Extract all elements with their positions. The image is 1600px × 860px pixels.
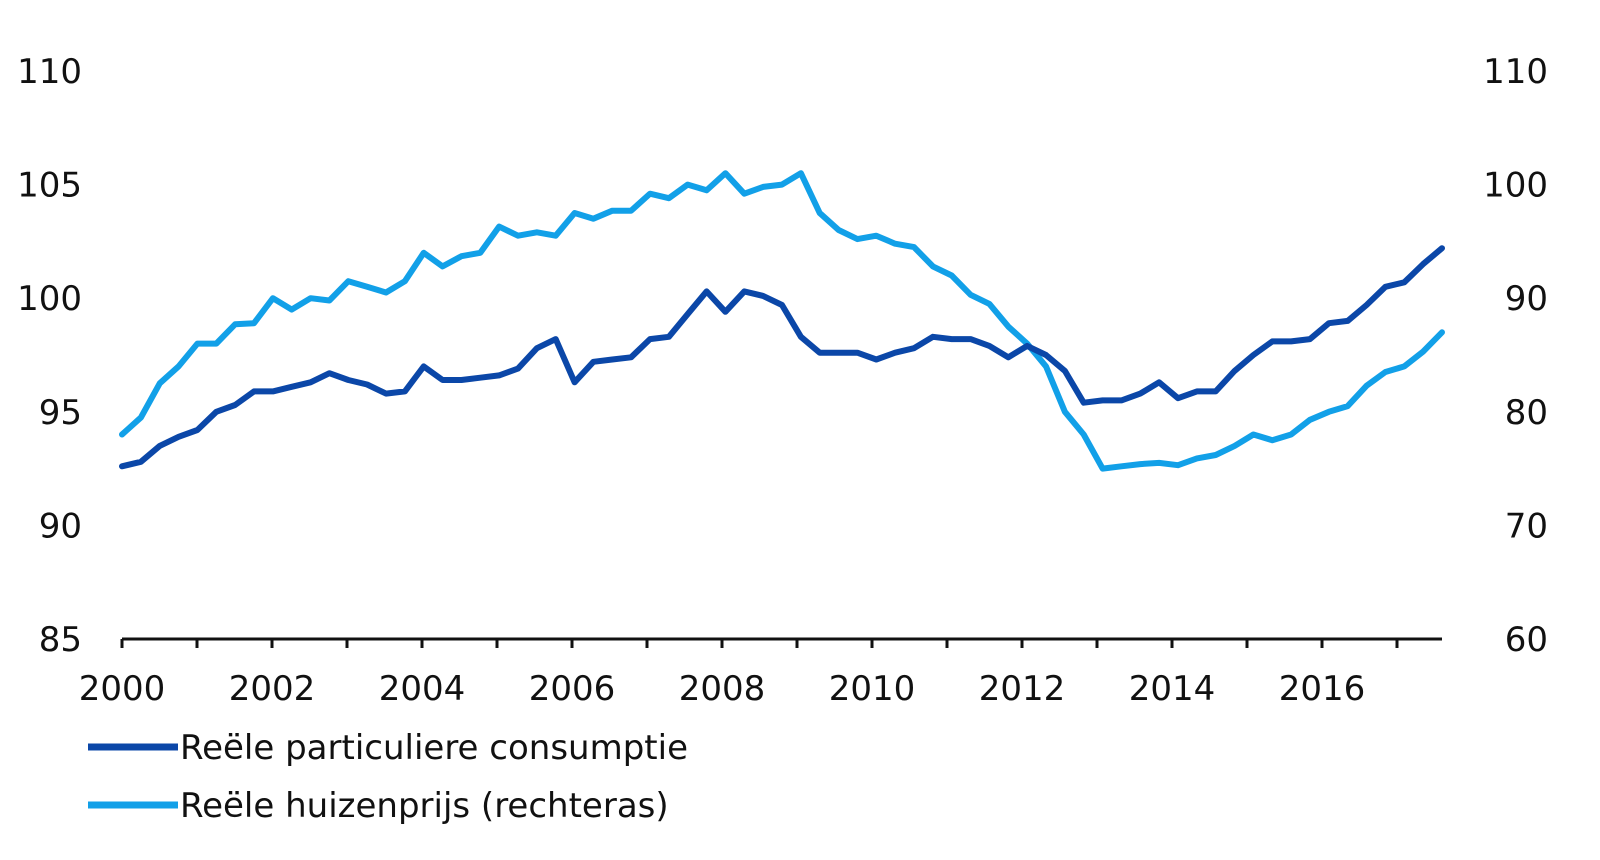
left-axis-tick-label: 95 [39,393,82,433]
legend-label-house-price: Reële huizenprijs (rechteras) [180,786,669,826]
right-axis-tick-label: 110 [1483,52,1548,92]
x-axis-tick-label: 2010 [829,669,916,709]
right-axis-tick-label: 80 [1505,393,1548,433]
right-axis-tick-label: 70 [1505,506,1548,546]
x-axis-tick-label: 2004 [379,669,466,709]
left-axis-tick-label: 105 [17,166,82,206]
right-axis-tick-label: 90 [1505,279,1548,319]
x-axis-tick-label: 2000 [79,669,166,709]
x-axis-tick-label: 2014 [1129,669,1216,709]
left-axis-tick-label: 100 [17,279,82,319]
legend-label-consumption: Reële particuliere consumptie [180,728,688,768]
series-line-consumption [119,245,1445,470]
right-axis-tick-label: 100 [1483,166,1548,206]
series-line-house-price [119,170,1445,472]
x-axis-tick-label: 2006 [529,669,616,709]
x-axis-tick-label: 2002 [229,669,316,709]
x-axis-tick-label: 2008 [679,669,766,709]
legend: Reële particuliere consumptie Reële huiz… [88,728,688,826]
left-axis-tick-label: 110 [17,52,82,92]
x-axis-ticks: 2000 2002 2004 2006 2008 2010 2012 2014 2016 [79,669,1366,709]
series-lines [119,170,1445,472]
right-axis-tick-label: 60 [1505,620,1548,660]
x-axis-tickmarks [120,639,1399,648]
x-axis-tick-label: 2016 [1279,669,1366,709]
left-axis-tick-label: 85 [39,620,82,660]
left-axis-ticks: 85 90 95 100 105 110 [17,52,82,660]
right-axis-ticks: 60 70 80 90 100 110 [1483,52,1548,660]
x-axis-tick-label: 2012 [979,669,1066,709]
left-axis-tick-label: 90 [39,506,82,546]
